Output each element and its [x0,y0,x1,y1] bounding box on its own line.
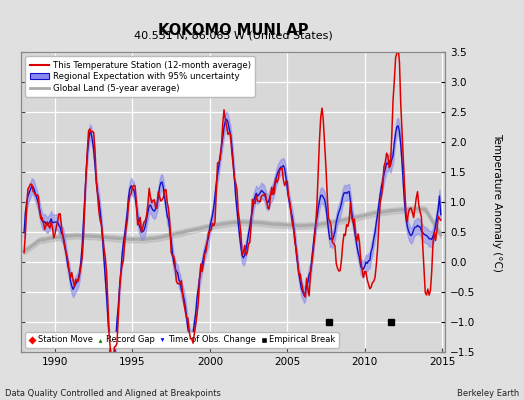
Y-axis label: Temperature Anomaly (°C): Temperature Anomaly (°C) [493,132,503,272]
Legend: Station Move, Record Gap, Time of Obs. Change, Empirical Break: Station Move, Record Gap, Time of Obs. C… [25,332,339,348]
Text: Data Quality Controlled and Aligned at Breakpoints: Data Quality Controlled and Aligned at B… [5,389,221,398]
Text: 40.531 N, 86.063 W (United States): 40.531 N, 86.063 W (United States) [134,30,333,40]
Title: KOKOMO MUNI AP: KOKOMO MUNI AP [158,23,309,38]
Text: Berkeley Earth: Berkeley Earth [456,389,519,398]
